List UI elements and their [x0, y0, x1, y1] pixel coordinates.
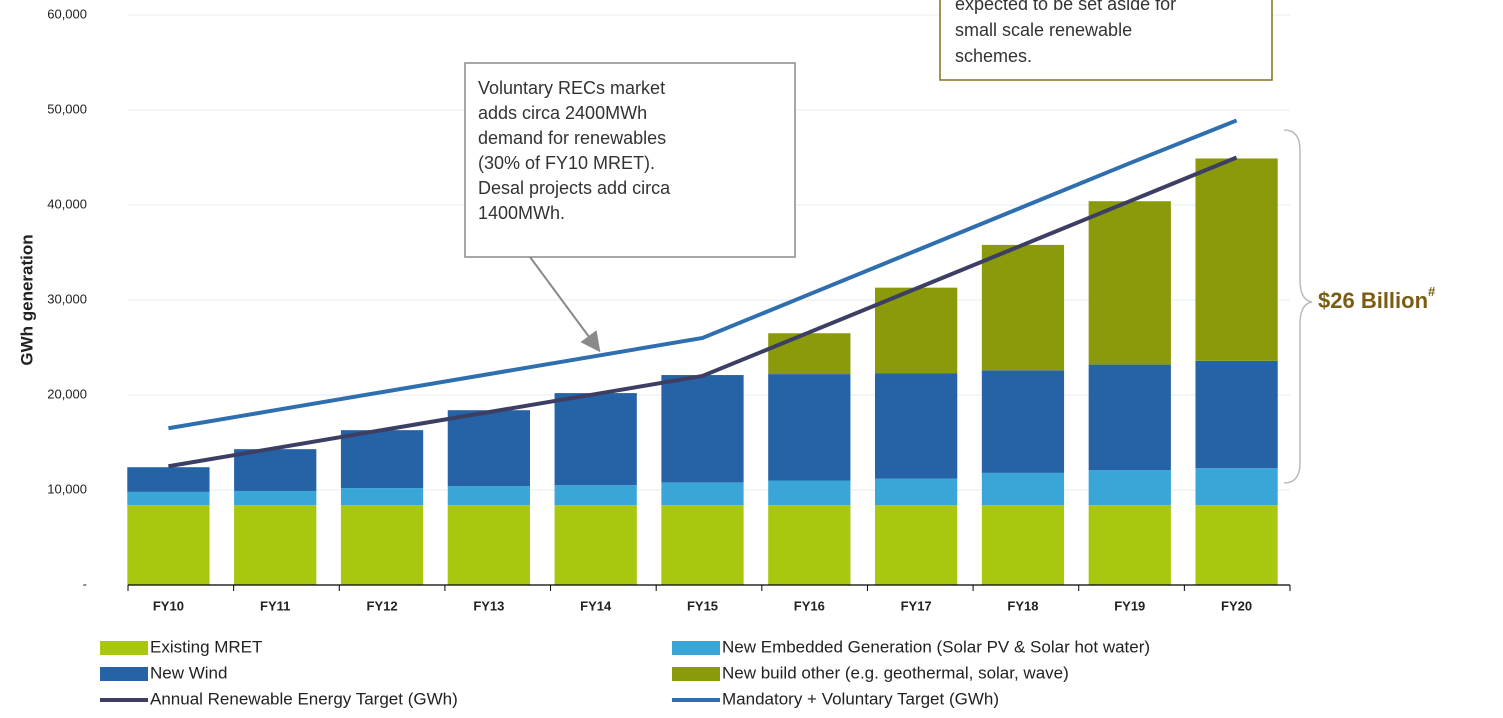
annotation-box [939, 0, 1273, 81]
bar-segment [1195, 158, 1278, 361]
annotation-text: 1400MWh. [478, 203, 565, 223]
brace-label-text: $26 Billion [1318, 288, 1428, 313]
annotation-text: (30% of FY10 MRET). [478, 153, 655, 173]
y-axis-label: GWh generation [17, 234, 36, 365]
bar-segment [875, 373, 958, 479]
bar-segment [1088, 364, 1171, 471]
bar-segment [1195, 505, 1278, 585]
bar-segment [234, 449, 317, 491]
x-tick-label: FY15 [687, 598, 718, 613]
annotation-text: adds circa 2400MWh [478, 103, 647, 123]
x-tick-label: FY13 [473, 598, 504, 613]
legend-swatch [100, 667, 148, 681]
annotation-text: Voluntary RECs market [478, 78, 665, 98]
y-tick-label: 40,000 [47, 196, 87, 211]
bar-segment [447, 410, 530, 487]
annotation-text: Desal projects add circa [478, 178, 671, 198]
bar-segment [447, 505, 530, 585]
bar-segment [981, 370, 1065, 473]
x-tick-label: FY14 [580, 598, 612, 613]
bar-segment [127, 491, 210, 506]
y-tick-label: - [83, 576, 87, 591]
x-tick-label: FY11 [260, 598, 290, 613]
x-tick-label: FY17 [901, 598, 932, 613]
y-tick-label: 60,000 [47, 6, 87, 21]
bar-segment [234, 490, 317, 506]
bar-segment [1088, 505, 1171, 585]
legend-label: Existing MRET [150, 637, 262, 656]
line-series [168, 118, 1238, 431]
legend-label: New Wind [150, 663, 227, 682]
brace-label: $26 Billion# [1318, 284, 1436, 312]
y-tick-label: 30,000 [47, 291, 87, 306]
annotation-box [464, 62, 796, 258]
bar-segment [981, 505, 1065, 585]
legend-label: Mandatory + Voluntary Target (GWh) [722, 689, 999, 708]
x-tick-label: FY12 [367, 598, 398, 613]
brace-label-sup: # [1428, 284, 1436, 299]
bar-segment [661, 482, 744, 506]
brace [1283, 129, 1313, 484]
bar-segment [234, 505, 317, 585]
x-tick-label: FY18 [1007, 598, 1038, 613]
bar-segment [661, 505, 744, 585]
annotation-text: expected to be set aside for [955, 0, 1176, 14]
bar-segment [768, 374, 851, 481]
legend-swatch [672, 641, 720, 655]
x-tick-label: FY10 [153, 598, 184, 613]
bar-segment [768, 480, 851, 506]
y-tick-label: 20,000 [47, 386, 87, 401]
bar-segment [768, 333, 851, 375]
legend-swatch [100, 641, 148, 655]
line-series [168, 155, 1238, 469]
annotation-text: schemes. [955, 46, 1032, 66]
bar-segment [768, 505, 851, 585]
legend-swatch [672, 667, 720, 681]
bar-segment [875, 505, 958, 585]
bar-segment [1088, 201, 1171, 365]
bar-segment [447, 486, 530, 506]
bar-segment [127, 467, 210, 492]
bar-segment [554, 505, 637, 585]
y-tick-label: 50,000 [47, 101, 87, 116]
annotation-text: small scale renewable [955, 20, 1132, 40]
bar-segment [981, 472, 1065, 506]
bar-segment [340, 505, 424, 585]
bar-segment [1088, 470, 1171, 506]
bar-segment [340, 430, 424, 489]
x-tick-label: FY16 [794, 598, 825, 613]
legend-label: Annual Renewable Energy Target (GWh) [150, 689, 458, 708]
bar-segment [554, 485, 637, 506]
x-tick-label: FY20 [1221, 598, 1252, 613]
bar-segment [1195, 468, 1278, 506]
bar-segment [875, 478, 958, 506]
bar-segment [661, 375, 744, 483]
bar-segment [1195, 360, 1278, 469]
legend-label: New Embedded Generation (Solar PV & Sola… [722, 637, 1150, 656]
bar-segment [340, 488, 424, 506]
bar-segment [554, 393, 637, 486]
bar-segment [127, 505, 210, 585]
y-tick-label: 10,000 [47, 481, 87, 496]
legend-label: New build other (e.g. geothermal, solar,… [722, 663, 1069, 682]
x-tick-label: FY19 [1114, 598, 1145, 613]
annotation-arrow [529, 256, 601, 353]
bar-segment [981, 244, 1065, 371]
annotation-text: demand for renewables [478, 128, 666, 148]
